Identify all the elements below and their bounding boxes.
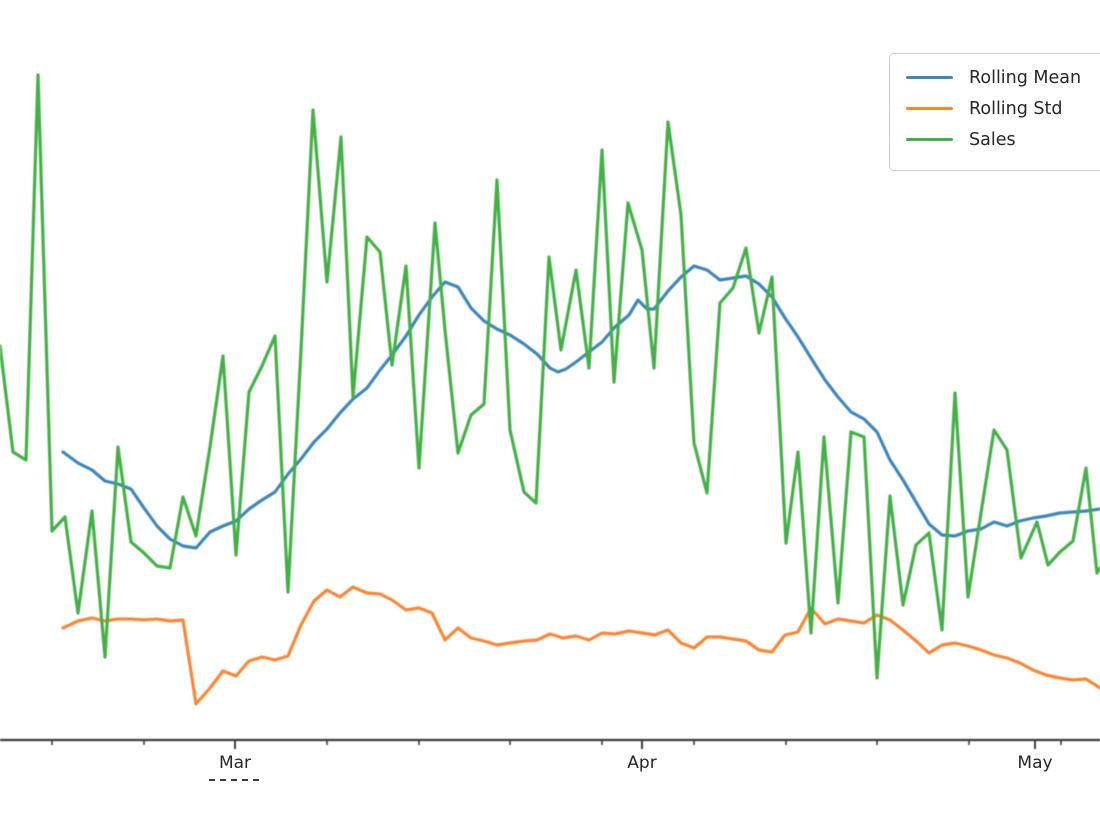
- x-tick-label-apr: Apr: [627, 753, 657, 773]
- legend-item-rolling-mean: Rolling Mean: [906, 62, 1100, 93]
- x-axis: [0, 738, 1100, 749]
- legend-box: Rolling Mean Rolling Std Sales: [889, 53, 1100, 171]
- dashed-underline-annotation: [209, 779, 259, 781]
- legend-item-sales: Sales: [906, 124, 1100, 155]
- legend-label: Sales: [969, 129, 1016, 150]
- rolling-mean-line: [61, 264, 1100, 550]
- legend-label: Rolling Mean: [969, 67, 1082, 88]
- sales-line: [0, 73, 1100, 680]
- x-tick-label-may: May: [1017, 753, 1053, 773]
- legend-label: Rolling Std: [969, 98, 1063, 119]
- series-lines: [0, 73, 1100, 706]
- rolling-mean-line-swatch: [906, 75, 953, 80]
- legend-item-rolling-std: Rolling Std: [906, 93, 1100, 124]
- rolling-std-line-swatch: [906, 106, 953, 111]
- rolling-std-line: [61, 585, 1100, 706]
- sales-line-swatch: [906, 137, 953, 142]
- x-tick-label-mar: Mar: [218, 753, 252, 773]
